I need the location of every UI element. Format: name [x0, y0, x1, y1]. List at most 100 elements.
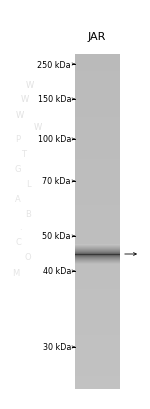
Bar [75, 239, 120, 243]
Bar [75, 97, 120, 101]
Bar [75, 259, 120, 260]
Bar [75, 245, 120, 246]
Bar [75, 260, 120, 261]
Bar [75, 59, 120, 63]
Bar [75, 306, 120, 310]
Bar [75, 385, 120, 389]
Bar [75, 377, 120, 381]
Text: 70 kDa: 70 kDa [42, 177, 71, 186]
Bar [75, 122, 120, 126]
Bar [75, 310, 120, 314]
Bar [75, 113, 120, 117]
Bar [75, 339, 120, 343]
Bar [75, 335, 120, 339]
Bar [75, 262, 120, 263]
Text: O: O [25, 253, 31, 262]
Bar [75, 151, 120, 155]
Bar [75, 138, 120, 143]
Bar [75, 255, 120, 260]
Text: 40 kDa: 40 kDa [43, 267, 71, 276]
Bar [75, 356, 120, 360]
Text: W: W [26, 80, 34, 89]
Bar [75, 143, 120, 147]
Bar [75, 248, 120, 249]
Bar [75, 72, 120, 76]
Text: 30 kDa: 30 kDa [43, 343, 71, 352]
Bar [75, 193, 120, 197]
Bar [75, 343, 120, 347]
Bar [75, 55, 120, 59]
Bar [75, 117, 120, 122]
Bar [75, 134, 120, 138]
Bar [75, 226, 120, 230]
Text: 100 kDa: 100 kDa [38, 135, 71, 144]
Bar [75, 247, 120, 248]
Bar [75, 322, 120, 326]
Text: A: A [15, 195, 21, 204]
Bar [75, 176, 120, 180]
Bar [75, 63, 120, 67]
Bar [75, 180, 120, 184]
Bar [75, 105, 120, 109]
Bar [75, 201, 120, 205]
Bar [75, 260, 120, 264]
Bar [75, 155, 120, 159]
Bar [75, 263, 120, 264]
Bar [75, 243, 120, 247]
Bar [75, 184, 120, 189]
Bar [75, 368, 120, 372]
Text: W: W [21, 95, 29, 104]
Bar [75, 76, 120, 80]
Text: B: B [25, 210, 31, 219]
Bar [75, 126, 120, 130]
Bar [75, 88, 120, 92]
Bar [75, 67, 120, 72]
Bar [75, 256, 120, 257]
Bar [75, 360, 120, 364]
Text: L: L [26, 180, 30, 189]
Bar [75, 251, 120, 255]
Bar [75, 254, 120, 255]
Bar [75, 147, 120, 151]
Bar [75, 318, 120, 322]
Bar [75, 285, 120, 289]
Bar [75, 326, 120, 330]
Bar [75, 258, 120, 259]
Bar [75, 257, 120, 258]
Bar [75, 330, 120, 335]
Text: 50 kDa: 50 kDa [42, 232, 71, 241]
Text: W: W [34, 123, 42, 132]
Bar [75, 276, 120, 281]
Text: C: C [15, 238, 21, 247]
Bar [75, 253, 120, 254]
Text: 150 kDa: 150 kDa [38, 95, 71, 104]
Bar [75, 372, 120, 377]
Bar [75, 281, 120, 285]
Bar [75, 101, 120, 105]
Bar [75, 234, 120, 239]
Bar [75, 268, 120, 272]
Text: .: . [19, 223, 21, 232]
Bar [75, 364, 120, 368]
Text: 250 kDa: 250 kDa [37, 61, 71, 70]
Bar [75, 209, 120, 213]
Bar [75, 172, 120, 176]
Bar [75, 289, 120, 293]
Bar [75, 84, 120, 88]
Bar [75, 222, 120, 226]
Bar [75, 230, 120, 234]
Bar [75, 252, 120, 253]
Bar [75, 92, 120, 97]
Text: G: G [15, 165, 21, 174]
Bar [75, 197, 120, 201]
Bar [75, 347, 120, 351]
Bar [75, 249, 120, 250]
Bar [75, 314, 120, 318]
Bar [75, 261, 120, 262]
Bar [75, 351, 120, 356]
Bar [75, 293, 120, 297]
Bar [75, 189, 120, 193]
Bar [75, 301, 120, 306]
Bar [75, 130, 120, 134]
Text: T: T [21, 150, 27, 159]
